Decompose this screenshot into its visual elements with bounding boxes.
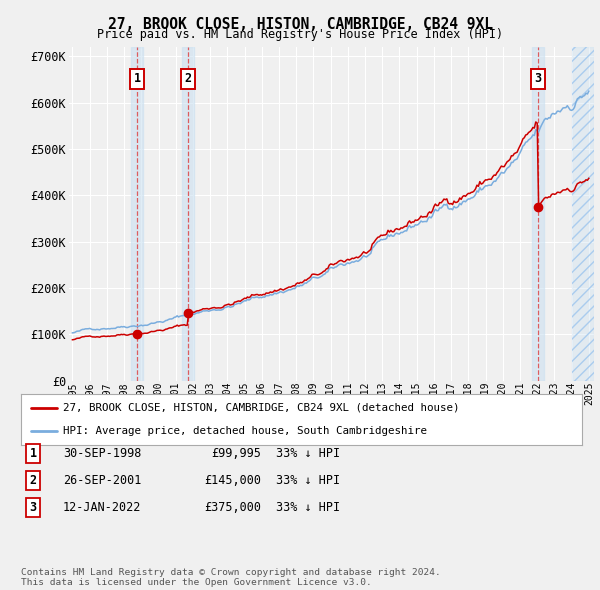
Text: 27, BROOK CLOSE, HISTON, CAMBRIDGE, CB24 9XL: 27, BROOK CLOSE, HISTON, CAMBRIDGE, CB24… xyxy=(107,17,493,31)
Text: 33% ↓ HPI: 33% ↓ HPI xyxy=(276,474,340,487)
Text: Price paid vs. HM Land Registry's House Price Index (HPI): Price paid vs. HM Land Registry's House … xyxy=(97,28,503,41)
Text: HPI: Average price, detached house, South Cambridgeshire: HPI: Average price, detached house, Sout… xyxy=(63,427,427,437)
Bar xyxy=(131,47,143,381)
Text: 12-JAN-2022: 12-JAN-2022 xyxy=(63,501,142,514)
Text: 27, BROOK CLOSE, HISTON, CAMBRIDGE, CB24 9XL (detached house): 27, BROOK CLOSE, HISTON, CAMBRIDGE, CB24… xyxy=(63,402,460,412)
Text: 30-SEP-1998: 30-SEP-1998 xyxy=(63,447,142,460)
Bar xyxy=(532,47,544,381)
Bar xyxy=(182,47,194,381)
Text: Contains HM Land Registry data © Crown copyright and database right 2024.
This d: Contains HM Land Registry data © Crown c… xyxy=(21,568,441,587)
Text: 3: 3 xyxy=(535,73,541,86)
Text: £375,000: £375,000 xyxy=(204,501,261,514)
Text: 3: 3 xyxy=(29,501,37,514)
Text: £99,995: £99,995 xyxy=(211,447,261,460)
Text: 26-SEP-2001: 26-SEP-2001 xyxy=(63,474,142,487)
Text: £145,000: £145,000 xyxy=(204,474,261,487)
Text: 2: 2 xyxy=(29,474,37,487)
Text: 1: 1 xyxy=(29,447,37,460)
Text: 1: 1 xyxy=(133,73,140,86)
Text: 33% ↓ HPI: 33% ↓ HPI xyxy=(276,501,340,514)
Text: 33% ↓ HPI: 33% ↓ HPI xyxy=(276,447,340,460)
Text: 2: 2 xyxy=(185,73,192,86)
Bar xyxy=(572,47,594,381)
Bar xyxy=(572,47,594,381)
